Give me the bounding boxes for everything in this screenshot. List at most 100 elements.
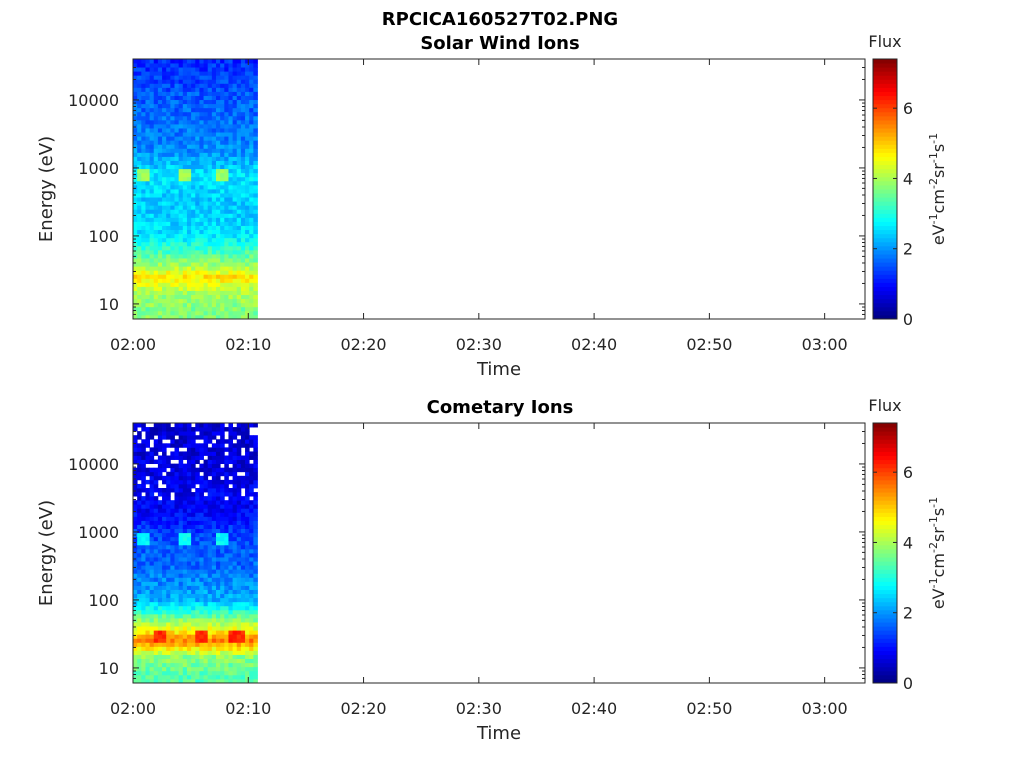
heatmap-cell (149, 435, 155, 440)
heatmap-cell (253, 630, 258, 635)
heatmap-cell (207, 107, 213, 113)
heatmap-cell (220, 314, 225, 320)
heatmap-cell (149, 557, 155, 562)
heatmap-cell (145, 678, 150, 684)
heatmap-cell (245, 249, 250, 255)
colorbar-step (873, 601, 897, 607)
heatmap-cell (195, 528, 200, 534)
heatmap-cell (211, 233, 217, 239)
heatmap-cell (203, 662, 209, 668)
heatmap-cell (182, 601, 188, 607)
heatmap-cell (195, 189, 200, 194)
heatmap-cell (182, 140, 188, 145)
heatmap-cell (211, 156, 217, 161)
heatmap-cell (149, 209, 155, 214)
heatmap-cell (211, 205, 217, 210)
heatmap-cell (199, 504, 204, 509)
heatmap-cell (253, 654, 258, 660)
colorbar-step (873, 650, 897, 656)
heatmap-cell (249, 302, 254, 308)
heatmap-cell (232, 605, 238, 611)
heatmap-cell (220, 423, 225, 428)
heatmap-cell (174, 597, 180, 603)
heatmap-cell (133, 581, 138, 586)
heatmap-cell (133, 443, 138, 448)
heatmap-cell (199, 658, 204, 664)
heatmap-cell (203, 75, 209, 80)
colorbar-step (873, 302, 897, 308)
colorbar-step (873, 278, 897, 283)
heatmap-cell (203, 536, 209, 542)
colorbar-step (873, 528, 897, 534)
heatmap-cell (203, 128, 209, 133)
colorbar-step (873, 91, 897, 97)
heatmap-cell (178, 540, 184, 546)
colorbar-step (873, 593, 897, 599)
heatmap-cell (207, 585, 213, 590)
heatmap-cell (253, 278, 258, 283)
heatmap-cell (157, 189, 163, 194)
heatmap-cell (162, 662, 167, 668)
heatmap-cell (220, 83, 225, 88)
heatmap-cell (253, 520, 258, 525)
colorbar-step (873, 209, 897, 214)
heatmap-cell (211, 225, 217, 231)
heatmap-cell (137, 111, 142, 117)
heatmap-cell (149, 63, 155, 68)
heatmap-cell (211, 605, 217, 611)
heatmap-cell (141, 524, 146, 530)
heatmap-cell (191, 124, 196, 129)
heatmap-cell (253, 597, 258, 603)
heatmap-cell (232, 168, 238, 174)
heatmap-cell (145, 140, 150, 145)
heatmap-cell (216, 290, 221, 296)
heatmap-cell (153, 488, 159, 493)
colorbar-step (873, 221, 897, 227)
heatmap-cell (253, 63, 258, 68)
heatmap-cell (133, 164, 138, 170)
heatmap-cell (216, 561, 221, 566)
heatmap-cell (240, 213, 246, 218)
heatmap-cell (191, 463, 196, 469)
heatmap-cell (174, 79, 180, 84)
heatmap-cell (186, 459, 192, 465)
heatmap-cell (203, 294, 209, 300)
heatmap-cell (228, 180, 233, 186)
heatmap-cell (166, 483, 171, 489)
heatmap-cell (174, 115, 180, 121)
heatmap-cell (220, 225, 225, 231)
heatmap-cell (186, 59, 192, 64)
colorbar-frame (872, 422, 898, 684)
heatmap-cell (182, 262, 188, 267)
heatmap-cell (145, 221, 150, 226)
heatmap-cell (199, 569, 204, 574)
heatmap-cell (236, 290, 242, 296)
heatmap-cell (149, 544, 155, 550)
heatmap-cell (224, 678, 229, 684)
figure-title: RPCICA160527T02.PNG (382, 9, 618, 30)
heatmap-cell (220, 115, 225, 121)
colorbar-step (873, 270, 897, 275)
heatmap-cell (133, 209, 138, 214)
heatmap-cell (240, 302, 246, 308)
heatmap-cell (216, 245, 221, 251)
heatmap-cell (195, 144, 200, 149)
heatmap-cell (224, 613, 229, 619)
heatmap-cell (240, 79, 246, 84)
heatmap-cell (191, 500, 196, 505)
heatmap-cell (137, 314, 142, 320)
heatmap-cell (178, 496, 184, 501)
heatmap-cell (253, 471, 258, 477)
heatmap-cell (137, 678, 142, 684)
heatmap-cell (182, 463, 188, 469)
heatmap-cell (153, 573, 159, 578)
heatmap-cell (170, 233, 175, 239)
heatmap-cell (191, 557, 196, 562)
heatmap-cell (240, 148, 246, 153)
heatmap-cell (137, 124, 142, 129)
heatmap-cell (199, 650, 204, 655)
heatmap-cell (228, 488, 233, 493)
heatmap-cell (170, 483, 175, 489)
heatmap-cell (149, 431, 155, 436)
heatmap-cell (245, 553, 250, 558)
